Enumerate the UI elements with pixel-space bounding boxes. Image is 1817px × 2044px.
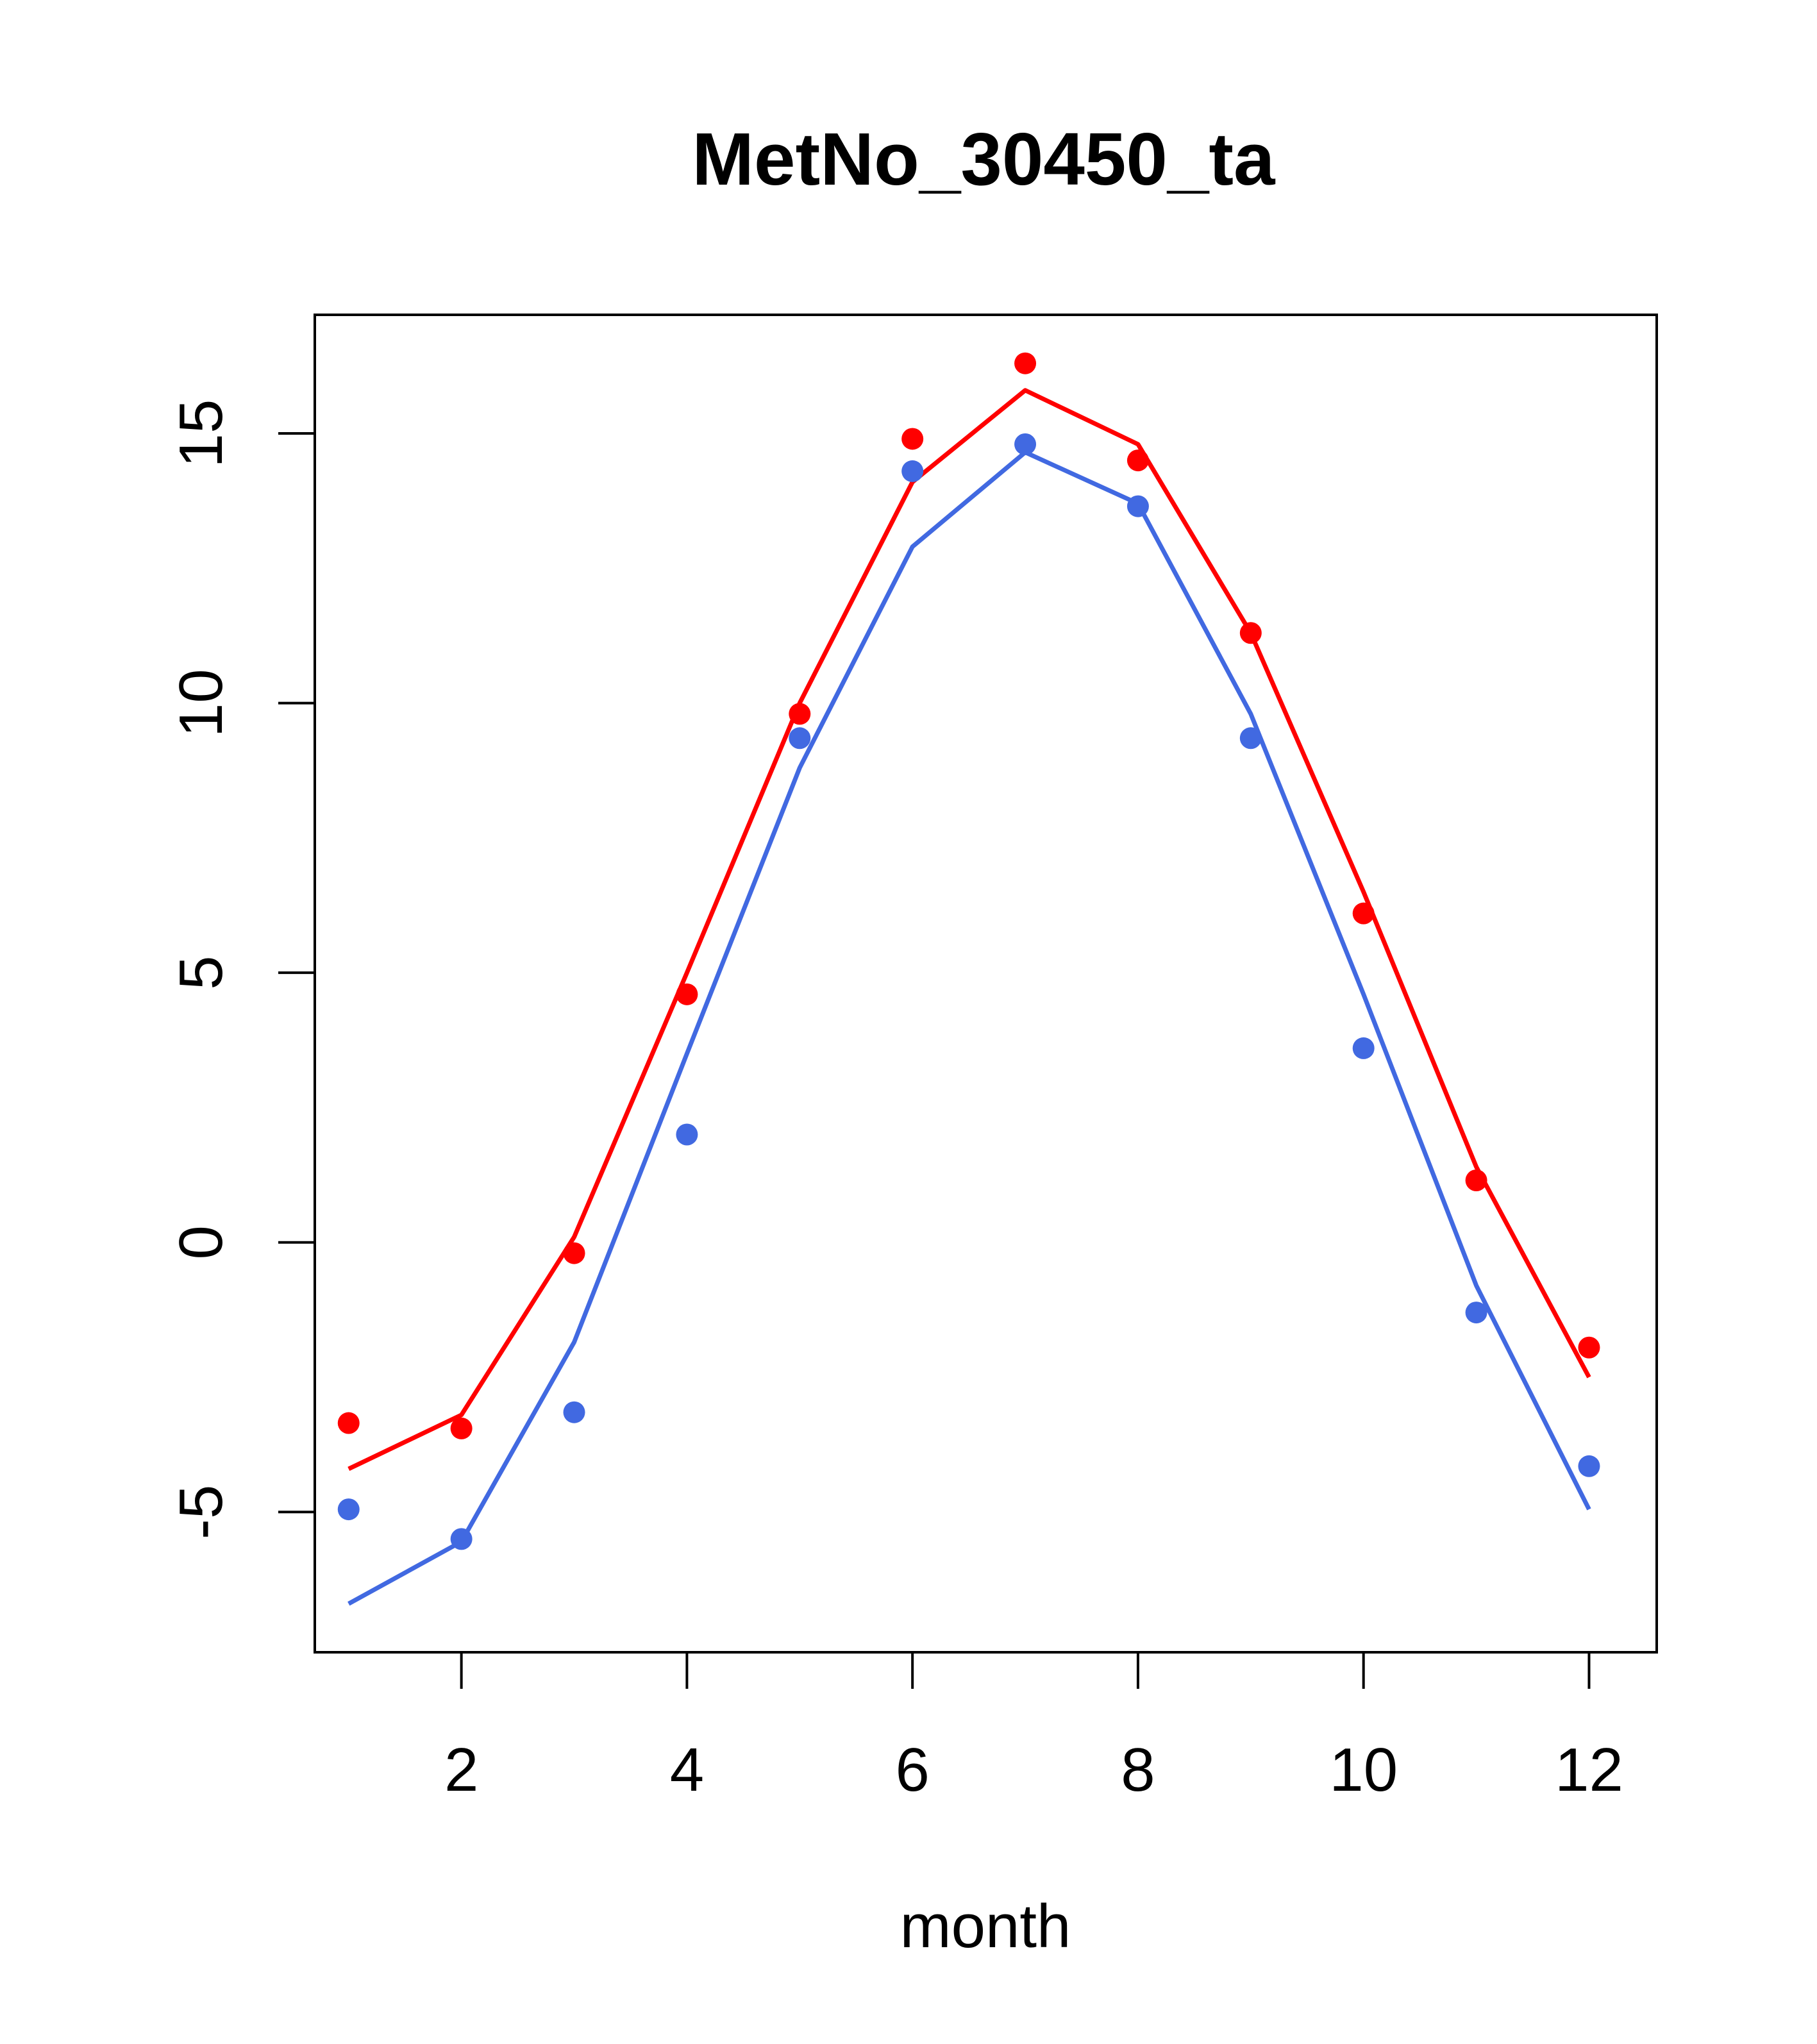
data-point (1126, 495, 1149, 517)
data-point (1352, 1037, 1375, 1059)
y-axis: -5 0 5 10 15 (167, 399, 316, 1539)
x-axis-label: month (900, 1892, 1071, 1961)
x-tick-label: 12 (1555, 1736, 1623, 1804)
y-tick-label: 10 (167, 669, 235, 737)
series-3 (337, 433, 1600, 1550)
x-tick-label: 10 (1329, 1736, 1398, 1804)
series-2 (347, 449, 1591, 1606)
series-layer (337, 352, 1600, 1606)
data-point (1465, 1302, 1487, 1324)
data-point (563, 1401, 585, 1423)
data-point (1014, 352, 1037, 374)
y-tick-label: 0 (167, 1225, 235, 1259)
plot-frame (314, 314, 1658, 1654)
data-point (1352, 902, 1375, 925)
data-point (901, 460, 924, 482)
y-tick-label: 15 (167, 399, 235, 468)
data-point (337, 1412, 360, 1434)
x-tick-label: 2 (444, 1736, 478, 1804)
data-point (1126, 449, 1149, 472)
data-point (1239, 727, 1262, 750)
series-0 (347, 388, 1591, 1471)
data-point (1014, 433, 1037, 455)
y-tick-label: -5 (167, 1485, 235, 1539)
data-point (676, 983, 698, 1005)
x-axis: 2 4 6 8 10 12 (444, 1651, 1623, 1804)
x-tick-label: 6 (895, 1736, 929, 1804)
data-point (1578, 1455, 1600, 1477)
data-point (789, 727, 811, 750)
data-point (450, 1417, 473, 1439)
data-point (450, 1528, 473, 1550)
x-tick-label: 8 (1121, 1736, 1155, 1804)
data-point (1465, 1169, 1487, 1192)
data-point (337, 1498, 360, 1521)
data-point (1578, 1336, 1600, 1359)
data-point (901, 428, 924, 450)
series-1 (337, 352, 1600, 1439)
data-point (789, 703, 811, 725)
series-line (347, 388, 1591, 1471)
series-line (347, 449, 1591, 1606)
data-point (563, 1242, 585, 1264)
y-tick-label: 5 (167, 955, 235, 989)
data-point (676, 1123, 698, 1146)
data-point (1239, 622, 1262, 644)
chart-title: MetNo_30450_ta (692, 117, 1276, 201)
x-tick-label: 4 (670, 1736, 704, 1804)
